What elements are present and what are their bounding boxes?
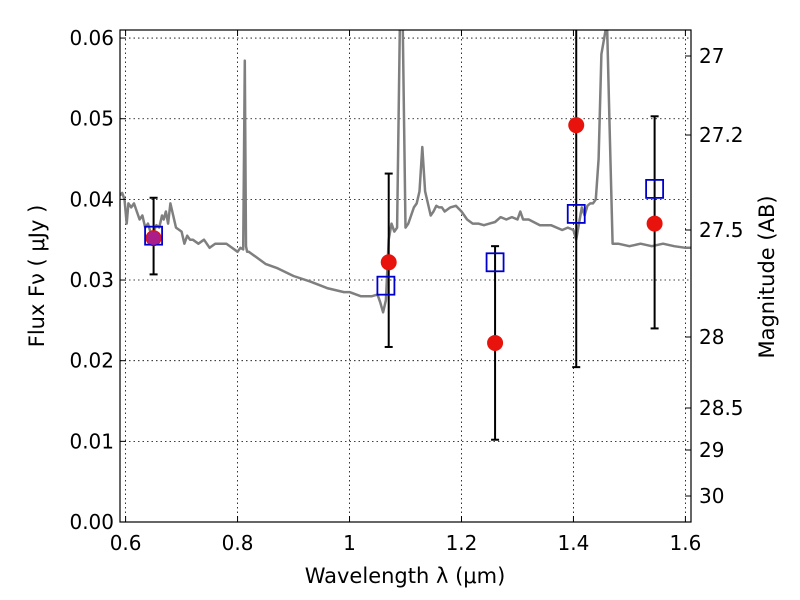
observed-point — [380, 254, 397, 271]
x-tick-label: 1.6 — [669, 531, 701, 555]
y-axis-label: Flux Fν ( μJy ) — [25, 205, 49, 348]
right-tick-label: 27 — [699, 44, 724, 68]
observed-point — [487, 334, 504, 351]
observed-point — [568, 117, 585, 134]
model-photometry-square — [645, 178, 665, 199]
x-axis-label: Wavelength λ (μm) — [305, 564, 506, 588]
x-tick-label: 1.2 — [446, 531, 478, 555]
y-tick-label: 0.01 — [69, 429, 114, 453]
y-tick-label: 0.00 — [69, 510, 114, 534]
y-tick-label: 0.02 — [69, 349, 114, 373]
model-photometry-square — [485, 252, 505, 273]
axis-ticks: 0.6 0.8 1 1.2 1.4 1.6 0.00 0.01 0.02 0.03 0.04 0.05… — [69, 26, 743, 555]
model-photometry-square — [566, 203, 586, 224]
overlap-point — [146, 231, 161, 246]
sed-model-line — [120, 30, 691, 314]
right-tick-label: 28.5 — [699, 396, 744, 420]
plot-frame — [119, 29, 692, 523]
right-axis-label: Magnitude (AB) — [755, 195, 779, 358]
x-tick-label: 1 — [343, 531, 356, 555]
right-tick-label: 30 — [699, 484, 724, 508]
right-tick-label: 28 — [699, 325, 724, 349]
y-tick-label: 0.05 — [69, 107, 114, 131]
observed-point — [646, 215, 663, 232]
right-tick-label: 29 — [699, 438, 724, 462]
right-tick-label: 27.2 — [699, 123, 744, 147]
x-tick-label: 0.6 — [110, 531, 142, 555]
y-tick-label: 0.04 — [69, 187, 114, 211]
grid-lines — [120, 30, 691, 522]
y-tick-label: 0.06 — [69, 26, 114, 50]
x-tick-label: 0.8 — [222, 531, 254, 555]
x-tick-label: 1.4 — [558, 531, 590, 555]
model-photometry-square — [376, 275, 396, 296]
right-tick-label: 27.5 — [699, 218, 744, 242]
y-tick-label: 0.03 — [69, 268, 114, 292]
